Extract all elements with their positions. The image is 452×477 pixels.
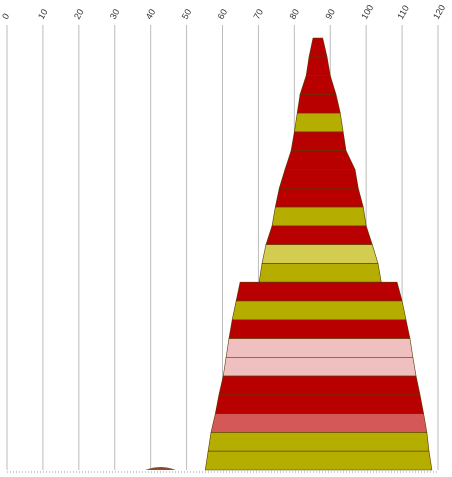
band [231,300,407,321]
band [308,37,328,58]
band [296,94,341,114]
band [214,394,424,414]
band [299,75,337,95]
band [207,432,430,452]
band [225,338,414,358]
band [235,281,403,302]
x-tick-label: 40 [144,7,158,21]
x-tick-label: 70 [251,7,265,21]
x-tick-label: 60 [216,7,230,21]
band [278,169,359,189]
band [210,413,428,433]
marker [145,467,176,470]
band [290,131,347,151]
band [218,375,421,396]
x-tick-label: 100 [359,3,375,21]
x-tick-label: 20 [72,7,86,21]
band [204,450,433,471]
x-tick-label: 120 [431,3,447,21]
x-tick-label: 50 [180,7,194,21]
x-tick-label: 90 [323,7,337,21]
band [258,263,382,283]
band [261,244,379,264]
band [274,187,364,208]
band [293,112,344,133]
x-tick-label: 110 [395,4,411,21]
x-tick-label: 80 [287,7,301,21]
band [305,56,331,76]
band [222,357,417,377]
band [284,150,356,170]
x-tick-label: 30 [108,7,122,21]
x-tick-label: 0 [0,12,11,21]
band [265,225,373,245]
band [228,319,411,339]
band [271,206,367,227]
x-tick-label: 10 [36,7,50,21]
